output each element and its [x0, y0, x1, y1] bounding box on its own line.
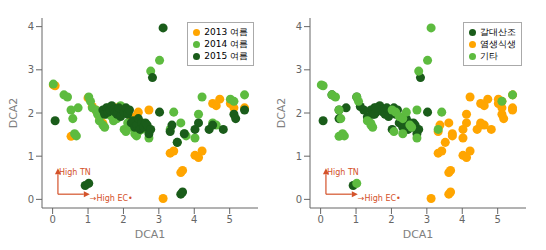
svg-text:3: 3 [28, 64, 34, 75]
svg-text:DCA2: DCA2 [276, 98, 288, 129]
html-text:기타: 기타 [480, 51, 498, 61]
svg-text:DCA1: DCA1 [135, 228, 166, 241]
svg-text:0: 0 [28, 194, 34, 205]
svg-text:5: 5 [226, 214, 232, 225]
svg-text:4: 4 [191, 214, 197, 225]
svg-text:→High EC•: →High EC• [90, 194, 133, 203]
svg-text:1: 1 [353, 214, 359, 225]
svg-text:0: 0 [49, 214, 55, 225]
svg-text:→High EC•: →High EC• [358, 194, 401, 203]
svg-text:2: 2 [388, 214, 394, 225]
svg-text:3: 3 [424, 214, 430, 225]
html-text:갈대산조: 갈대산조 [480, 27, 516, 37]
svg-text:3: 3 [156, 214, 162, 225]
html-text:2015 여름: 2015 여름 [204, 51, 248, 61]
svg-text:3: 3 [296, 64, 302, 75]
html-text:2013 여름: 2013 여름 [204, 27, 248, 37]
html-text:염생식생: 염생식생 [480, 39, 516, 49]
svg-text:5: 5 [494, 214, 500, 225]
svg-text:DCA1: DCA1 [403, 228, 434, 241]
svg-text:High TN: High TN [327, 168, 359, 177]
svg-text:4: 4 [28, 21, 34, 32]
svg-text:High TN: High TN [59, 168, 91, 177]
html-text:2014 여름: 2014 여름 [204, 39, 248, 49]
svg-text:1: 1 [296, 151, 302, 162]
svg-text:2: 2 [28, 108, 34, 119]
svg-text:1: 1 [28, 151, 34, 162]
svg-text:0: 0 [296, 194, 302, 205]
svg-text:4: 4 [296, 21, 302, 32]
svg-text:2: 2 [120, 214, 126, 225]
svg-text:0: 0 [317, 214, 323, 225]
svg-text:DCA2: DCA2 [8, 98, 20, 129]
svg-text:2: 2 [296, 108, 302, 119]
svg-text:4: 4 [459, 214, 465, 225]
svg-text:1: 1 [85, 214, 91, 225]
